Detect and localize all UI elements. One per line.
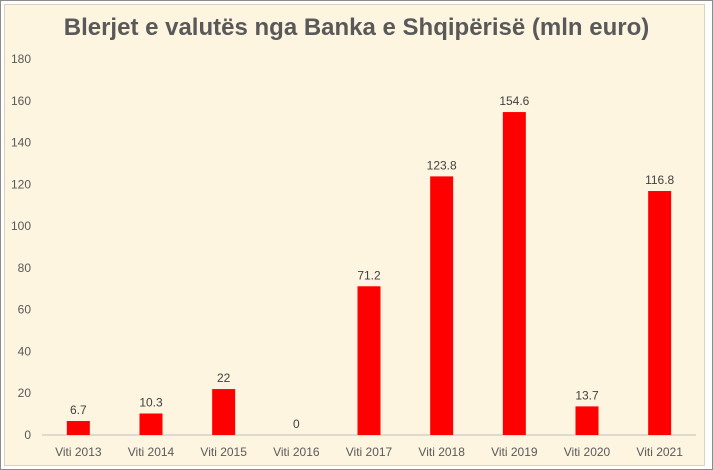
x-tick-label: Viti 2015 [200, 445, 247, 459]
bar [575, 406, 599, 435]
y-tick-label: 20 [18, 386, 32, 400]
bar [502, 112, 526, 436]
data-label: 6.7 [70, 403, 87, 417]
x-tick-label: Viti 2013 [55, 445, 102, 459]
y-tick-label: 80 [18, 261, 32, 275]
y-tick-label: 60 [18, 303, 32, 317]
data-label: 154.6 [499, 94, 529, 108]
y-tick-label: 180 [11, 52, 31, 66]
y-tick-label: 160 [11, 94, 31, 108]
bar [430, 176, 454, 435]
chart-title: Blerjet e valutës nga Banka e Shqipërisë… [63, 14, 650, 41]
chart-area [4, 4, 705, 466]
bar [648, 191, 672, 435]
data-label: 13.7 [575, 388, 599, 402]
data-label: 123.8 [427, 158, 457, 172]
x-tick-label: Viti 2016 [273, 445, 320, 459]
y-tick-label: 0 [24, 428, 31, 442]
bar [357, 286, 381, 435]
x-tick-label: Viti 2020 [564, 445, 611, 459]
data-label: 116.8 [645, 173, 674, 187]
bar [139, 413, 163, 435]
x-tick-label: Viti 2019 [491, 445, 538, 459]
x-tick-label: Viti 2018 [418, 445, 465, 459]
y-tick-label: 100 [11, 219, 31, 233]
y-tick-label: 120 [11, 177, 31, 191]
data-label: 10.3 [139, 395, 163, 409]
x-tick-label: Viti 2017 [346, 445, 393, 459]
bar [212, 389, 236, 435]
data-label: 0 [293, 417, 300, 431]
bar [66, 421, 90, 435]
x-tick-label: Viti 2014 [128, 445, 175, 459]
data-label: 71.2 [357, 268, 381, 282]
x-tick-label: Viti 2021 [636, 445, 683, 459]
data-label: 22 [217, 371, 231, 385]
y-tick-label: 140 [11, 136, 31, 150]
y-tick-label: 40 [18, 344, 32, 358]
